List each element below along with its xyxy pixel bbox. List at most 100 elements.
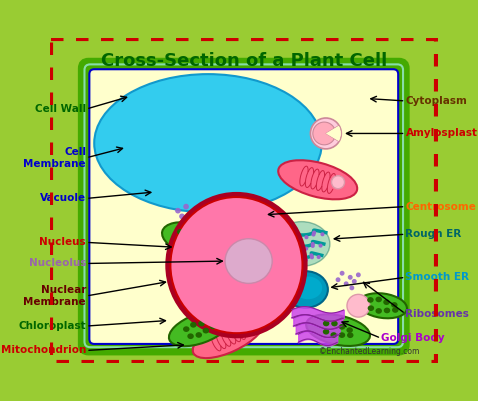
Ellipse shape [196, 205, 201, 211]
Ellipse shape [310, 255, 314, 259]
Text: Mitochondrion: Mitochondrion [1, 345, 86, 355]
Ellipse shape [287, 242, 291, 246]
Ellipse shape [323, 329, 329, 334]
Text: ©EnchantedLearning.com: ©EnchantedLearning.com [319, 347, 419, 356]
Ellipse shape [349, 286, 354, 290]
Ellipse shape [275, 233, 279, 237]
Text: Amylosplast: Amylosplast [405, 128, 478, 138]
Ellipse shape [210, 324, 216, 329]
Ellipse shape [309, 253, 314, 257]
Text: Smooth ER: Smooth ER [405, 272, 469, 282]
Ellipse shape [193, 233, 199, 239]
Ellipse shape [330, 332, 337, 338]
Ellipse shape [310, 118, 341, 149]
Ellipse shape [375, 297, 382, 302]
Ellipse shape [392, 307, 399, 313]
Ellipse shape [190, 322, 196, 328]
Ellipse shape [192, 241, 199, 247]
Ellipse shape [203, 328, 209, 334]
Ellipse shape [287, 232, 291, 236]
Ellipse shape [179, 213, 185, 219]
Ellipse shape [187, 333, 194, 339]
Ellipse shape [200, 242, 207, 248]
Ellipse shape [289, 255, 293, 259]
Ellipse shape [304, 235, 308, 239]
Ellipse shape [332, 176, 345, 189]
Text: Vacuole: Vacuole [40, 193, 86, 203]
Ellipse shape [167, 194, 305, 336]
Ellipse shape [356, 272, 361, 277]
Ellipse shape [191, 209, 197, 215]
Ellipse shape [277, 244, 281, 249]
Ellipse shape [313, 122, 336, 145]
Ellipse shape [376, 308, 382, 314]
Ellipse shape [367, 297, 374, 303]
Ellipse shape [293, 257, 296, 261]
Ellipse shape [384, 308, 390, 313]
Ellipse shape [344, 282, 348, 286]
Text: Golgi Body: Golgi Body [381, 333, 445, 343]
Ellipse shape [172, 198, 302, 332]
Text: Nucleus: Nucleus [40, 237, 86, 247]
Ellipse shape [183, 220, 189, 226]
Ellipse shape [320, 232, 325, 236]
Text: Cross-Section of a Plant Cell: Cross-Section of a Plant Cell [101, 52, 387, 70]
Ellipse shape [347, 332, 354, 338]
Ellipse shape [183, 326, 189, 332]
Text: Nuclear
Membrane: Nuclear Membrane [23, 285, 86, 307]
Ellipse shape [312, 233, 315, 237]
Text: Ribosomes: Ribosomes [405, 309, 469, 319]
Ellipse shape [318, 243, 323, 248]
Ellipse shape [245, 206, 263, 224]
Ellipse shape [94, 74, 322, 212]
Text: Cell Wall: Cell Wall [35, 104, 86, 114]
Wedge shape [326, 125, 341, 142]
Ellipse shape [279, 256, 283, 260]
Ellipse shape [225, 239, 272, 284]
Ellipse shape [206, 320, 213, 325]
Ellipse shape [200, 237, 206, 243]
Ellipse shape [198, 321, 205, 326]
Ellipse shape [177, 229, 184, 235]
Text: Centrosome: Centrosome [405, 202, 477, 212]
Ellipse shape [292, 246, 296, 250]
Ellipse shape [162, 222, 221, 256]
Ellipse shape [187, 218, 193, 223]
Ellipse shape [193, 315, 264, 358]
Ellipse shape [311, 244, 315, 248]
Ellipse shape [304, 258, 308, 262]
Ellipse shape [347, 294, 369, 317]
Ellipse shape [358, 293, 407, 318]
Ellipse shape [340, 271, 345, 275]
Ellipse shape [339, 324, 345, 330]
Ellipse shape [339, 332, 345, 338]
Ellipse shape [311, 242, 315, 246]
Ellipse shape [183, 204, 189, 209]
Text: Chloroplast: Chloroplast [19, 321, 86, 331]
Ellipse shape [294, 276, 322, 299]
Ellipse shape [352, 279, 357, 284]
Text: Rough ER: Rough ER [405, 229, 462, 239]
Ellipse shape [273, 222, 330, 266]
Text: Nucleolus: Nucleolus [29, 259, 86, 269]
Ellipse shape [196, 332, 202, 338]
Ellipse shape [283, 271, 328, 308]
Ellipse shape [198, 286, 221, 309]
Ellipse shape [304, 247, 308, 251]
Ellipse shape [368, 305, 374, 311]
Ellipse shape [347, 327, 353, 333]
Ellipse shape [312, 231, 316, 235]
Ellipse shape [184, 241, 190, 247]
Ellipse shape [316, 255, 321, 259]
Ellipse shape [336, 277, 340, 282]
Ellipse shape [278, 160, 357, 199]
FancyBboxPatch shape [82, 62, 405, 351]
Ellipse shape [391, 302, 398, 308]
Wedge shape [326, 126, 340, 141]
Ellipse shape [383, 299, 390, 305]
Ellipse shape [323, 321, 329, 326]
Ellipse shape [288, 243, 292, 247]
FancyBboxPatch shape [89, 69, 398, 344]
Ellipse shape [176, 237, 183, 243]
Ellipse shape [169, 311, 231, 346]
